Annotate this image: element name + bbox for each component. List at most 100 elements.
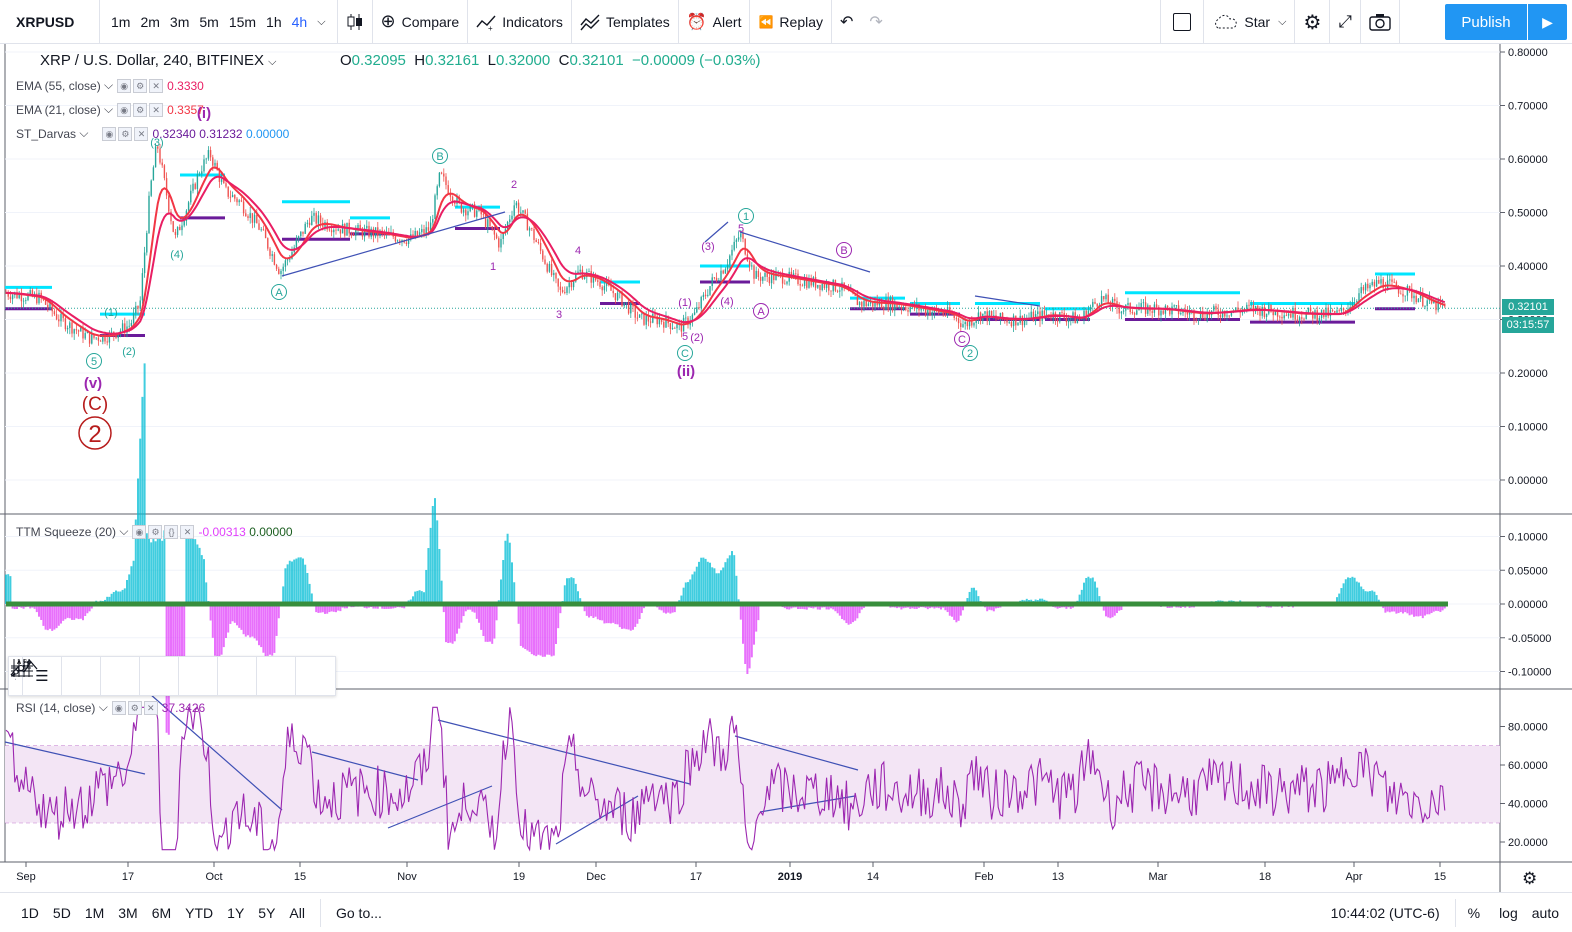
gear-icon[interactable]: ⚙	[148, 524, 163, 539]
star-button[interactable]: Star ⌵	[1204, 0, 1296, 44]
candle-body	[38, 292, 40, 304]
eye-icon[interactable]: ◉	[102, 126, 117, 141]
eye-icon[interactable]: ◉	[117, 78, 132, 93]
alert-button[interactable]: ⏰ Alert	[679, 0, 751, 44]
interval-15m[interactable]: 15m	[228, 13, 257, 30]
percent-toggle[interactable]: %	[1467, 904, 1481, 921]
close-icon[interactable]: ✕	[149, 78, 164, 93]
range-6m[interactable]: 6M	[151, 904, 172, 921]
candle-body	[108, 332, 111, 343]
interval-3m[interactable]: 3m	[169, 13, 190, 30]
fullscreen-button[interactable]: ⤢	[1330, 0, 1361, 44]
snapshot-button[interactable]	[1361, 0, 1400, 44]
svg-text:1 5: 1 5	[17, 659, 27, 666]
candle-body	[313, 213, 315, 216]
candle-body	[236, 198, 238, 203]
chart-canvas[interactable]: (v)(C)2(ii)(i)5(2)(1)(3)(4)ABC1212345(1)…	[0, 44, 1572, 892]
ttm-legend[interactable]: TTM Squeeze (20) ⌵ ◉ ⚙{} ✕ -0.00313 0.0000…	[16, 524, 293, 539]
range-1m[interactable]: 1M	[84, 904, 105, 921]
compare-button[interactable]: ⊕ Compare	[373, 0, 469, 44]
legend-buttons[interactable]: ◉ ⚙ ✕	[117, 102, 164, 117]
legend-buttons[interactable]: ◉ ⚙ ✕	[111, 700, 158, 715]
symbol-search[interactable]: XRPUSD	[0, 0, 100, 44]
candle-body	[445, 176, 447, 186]
range-ytd[interactable]: YTD	[185, 904, 214, 921]
candle-body	[984, 311, 986, 314]
candle-body	[117, 333, 119, 338]
replay-button[interactable]: ⏪ Replay	[750, 0, 833, 44]
legend-buttons[interactable]: ◉ ⚙{} ✕	[132, 524, 195, 539]
close-icon[interactable]: ✕	[149, 102, 164, 117]
candle-body	[537, 241, 540, 243]
fib-icon[interactable]	[11, 657, 218, 695]
eye-icon[interactable]: ◉	[117, 102, 132, 117]
eye-icon[interactable]: ◉	[111, 700, 126, 715]
legend-buttons[interactable]: ◉ ⚙ ✕	[102, 126, 149, 141]
play-circle-icon[interactable]: ▶	[1527, 4, 1567, 40]
range-1d[interactable]: 1D	[21, 904, 39, 921]
close-icon[interactable]: ✕	[143, 700, 158, 715]
chart-type-button[interactable]	[338, 0, 373, 44]
candle-body	[1030, 311, 1032, 318]
settings-button[interactable]: ⚙	[1295, 0, 1331, 44]
darvas-value-3: 0.00000	[245, 126, 290, 141]
wave-abc-icon[interactable]: A C	[10, 657, 140, 695]
redo-button[interactable]: ↷	[861, 0, 1162, 44]
ray-icon[interactable]	[11, 657, 257, 695]
gear-icon[interactable]: ⚙	[133, 78, 148, 93]
legend-buttons[interactable]: ◉ ⚙ ✕	[117, 78, 164, 93]
gear-icon[interactable]: ⚙	[133, 102, 148, 117]
gear-icon[interactable]: ⚙	[118, 126, 133, 141]
range-5d[interactable]: 5D	[52, 904, 71, 921]
candle-body	[1122, 310, 1125, 312]
templates-button[interactable]: Templates	[572, 0, 679, 44]
interval-4h[interactable]: 4h	[291, 13, 308, 30]
candle-body	[1094, 301, 1096, 304]
trendlines[interactable]	[4, 211, 1041, 845]
candle-body	[544, 259, 546, 264]
interval-1h[interactable]: 1h	[266, 13, 282, 30]
eye-icon[interactable]: ◉	[132, 524, 147, 539]
clock[interactable]: 10:44:02 (UTC-6)	[1330, 904, 1440, 921]
range-3m[interactable]: 3M	[118, 904, 138, 921]
range-1y[interactable]: 1Y	[227, 904, 245, 921]
main-title[interactable]: XRP / U.S. Dollar, 240, BITFINEX ⌵	[40, 52, 276, 69]
trendline-icon[interactable]	[11, 657, 179, 695]
horizontal-lines-icon[interactable]: ☰	[23, 657, 62, 695]
interval-1m[interactable]: 1m	[111, 13, 131, 30]
candle-body	[471, 204, 474, 205]
interval-dropdown-icon[interactable]: ⌵	[317, 14, 326, 28]
wave-12345-icon[interactable]: 1 5	[10, 657, 101, 695]
candle-body	[146, 233, 148, 253]
close-icon[interactable]: ✕	[180, 524, 195, 539]
indicators-icon: +	[476, 15, 496, 31]
range-5y[interactable]: 5Y	[258, 904, 276, 921]
darvas-legend[interactable]: ST_Darvas ⌵ ◉ ⚙ ✕ 0.32340 0.31232 0.00000	[16, 126, 290, 141]
undo-button[interactable]: ↶	[832, 0, 861, 44]
ema21-legend[interactable]: EMA (21, close) ⌵ ◉ ⚙ ✕ 0.3357	[16, 102, 204, 117]
candle-body	[1294, 307, 1296, 320]
publish-button[interactable]: Publish ▶	[1445, 4, 1567, 40]
close-icon[interactable]: ✕	[134, 126, 149, 141]
fullscreen-toggle[interactable]	[1161, 0, 1205, 44]
vertical-lines-icon[interactable]	[13, 657, 335, 695]
candle-body	[731, 249, 733, 256]
interval-5m[interactable]: 5m	[199, 13, 219, 30]
log-toggle[interactable]: log	[1499, 904, 1518, 921]
code-icon[interactable]: {}	[164, 524, 179, 539]
candle-body	[1008, 322, 1010, 323]
chart-area[interactable]: (v) (C) 2 (ii) (i) 5 (2) (1) (3) (4) A B C 1 2 1 2 3 4 5 (1)…	[0, 44, 1572, 892]
auto-toggle[interactable]: auto	[1531, 904, 1559, 921]
drawing-toolbar[interactable]: ⋮ ☰ 1 5 A C	[8, 656, 336, 696]
gear-icon[interactable]: ⚙	[127, 700, 142, 715]
range-all[interactable]: All	[289, 904, 305, 921]
horizontal-ray-icon[interactable]	[11, 657, 296, 695]
indicators-button[interactable]: + Indicators	[468, 0, 572, 44]
rsi-legend[interactable]: RSI (14, close) ⌵ ◉ ⚙ ✕ 37.3426	[16, 700, 206, 715]
ema55-legend[interactable]: EMA (55, close) ⌵ ◉ ⚙ ✕ 0.3330	[16, 78, 204, 93]
interval-2m[interactable]: 2m	[140, 13, 160, 30]
goto-button[interactable]: Go to...	[335, 904, 382, 921]
candle-body	[1336, 310, 1338, 313]
camera-icon	[1369, 13, 1391, 31]
candle-body	[139, 300, 141, 309]
